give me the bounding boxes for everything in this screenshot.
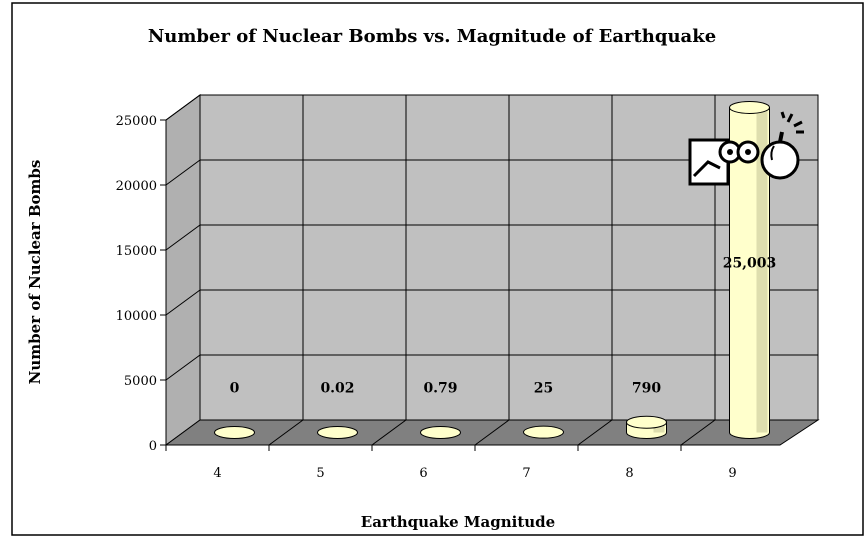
data-label: 790 (632, 381, 661, 397)
y-tick-label: 10000 (116, 309, 157, 324)
x-tick-label: 5 (316, 466, 324, 481)
gridline-side (165, 159, 201, 186)
floor-divider (268, 419, 304, 446)
x-tick-label: 9 (728, 466, 736, 481)
data-label: 25,003 (723, 255, 777, 271)
data-label: 0.79 (423, 381, 457, 397)
x-tick-label: 4 (213, 466, 221, 481)
floor-divider (371, 419, 407, 446)
y-ticks: 0 5000 10000 15000 20000 25000 (116, 114, 167, 454)
bar-4 (214, 426, 255, 439)
x-tick-label: 7 (522, 466, 530, 481)
x-tick-label: 6 (419, 466, 427, 481)
bars (214, 100, 770, 439)
gridline-side (165, 224, 201, 251)
data-label: 25 (534, 381, 553, 397)
bar-shade (756, 107, 768, 433)
side-wall (165, 94, 201, 446)
computer-icon (688, 138, 760, 186)
data-labels: 0 0.02 0.79 25 790 25,003 (230, 255, 777, 396)
bar-top (626, 415, 667, 429)
floor-divider (680, 419, 716, 446)
x-axis-title: Earthquake Magnitude (361, 513, 555, 531)
gridline-side (165, 289, 201, 316)
bar-top (729, 100, 770, 114)
floor-divider (577, 419, 613, 446)
data-label: 0 (230, 381, 240, 397)
y-axis-title: Number of Nuclear Bombs (26, 160, 44, 385)
x-tick-label: 8 (625, 466, 633, 481)
gridline-side (165, 94, 201, 121)
bar-6 (420, 425, 461, 439)
y-tick-label: 15000 (116, 244, 157, 259)
gridline-side (165, 354, 201, 381)
y-tick-label: 25000 (116, 114, 157, 129)
floor-divider (474, 419, 510, 446)
y-tick-label: 0 (149, 439, 157, 454)
data-label: 0.02 (320, 381, 354, 397)
bomb-icon (760, 111, 804, 180)
bar-8 (626, 415, 667, 439)
bar-5 (317, 425, 358, 439)
bar-top (317, 425, 358, 439)
bar-top (420, 425, 461, 439)
chart-title: Number of Nuclear Bombs vs. Magnitude of… (148, 26, 716, 47)
bar-9 (729, 100, 770, 439)
bar-7 (523, 425, 564, 439)
bar-top (523, 425, 564, 439)
y-tick-label: 20000 (116, 179, 157, 194)
y-tick-label: 5000 (124, 374, 157, 389)
x-ticks: 4 5 6 7 8 9 (165, 445, 737, 481)
bar-top (214, 426, 255, 439)
